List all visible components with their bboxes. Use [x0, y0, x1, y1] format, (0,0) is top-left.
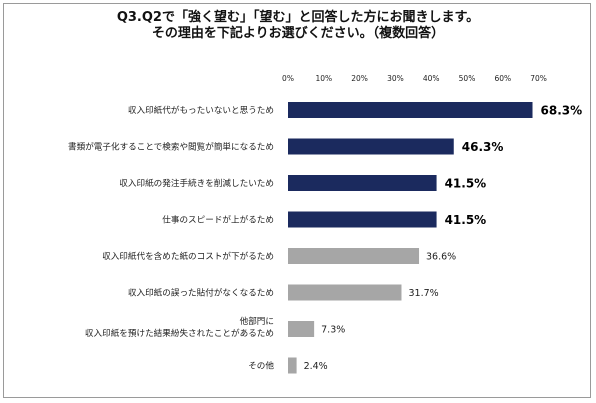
x-tick-label: 50% — [459, 74, 476, 83]
data-label: 46.3% — [462, 140, 504, 154]
data-label: 41.5% — [445, 213, 487, 227]
x-tick-label: 10% — [315, 74, 332, 83]
data-label: 2.4% — [304, 361, 328, 372]
bar — [288, 211, 437, 228]
category-label: その他 — [248, 360, 274, 372]
category-label: 書類が電子化することで検索や閲覧が簡単になるため — [68, 141, 274, 153]
x-tick-label: 30% — [387, 74, 404, 83]
chart-title-line-1: Q3.Q2で「強く望む」「望む」と回答した方にお聞きします。 — [116, 10, 480, 25]
category-label: 収入印紙代を含めた紙のコストが下がるため — [102, 250, 274, 262]
x-tick-label: 40% — [423, 74, 440, 83]
bar — [288, 284, 402, 301]
data-label: 41.5% — [445, 177, 487, 191]
chart-title-line-2: その理由を下記よりお選びください。（複数回答） — [151, 26, 445, 41]
bar — [288, 102, 533, 118]
data-label: 68.3% — [541, 104, 583, 118]
category-label: 他部門に — [240, 315, 274, 327]
x-tick-label: 0% — [282, 74, 294, 83]
x-tick-label: 60% — [494, 74, 511, 83]
category-label: 収入印紙の発注手続きを削減したいため — [119, 177, 274, 189]
chart-title: Q3.Q2で「強く望む」「望む」と回答した方にお聞きします。 その理由を下記より… — [0, 10, 596, 42]
bar — [288, 357, 297, 374]
data-label: 31.7% — [408, 288, 438, 299]
bar — [288, 321, 315, 337]
category-label: 仕事のスピードが上がるため — [162, 214, 274, 226]
data-label: 36.6% — [426, 252, 456, 263]
bar — [288, 175, 437, 191]
x-tick-label: 70% — [530, 74, 547, 83]
bar — [288, 138, 454, 155]
category-label: 収入印紙を預けた結果紛失されたことがあるため — [85, 327, 274, 339]
category-label: 収入印紙の誤った貼付がなくなるため — [128, 287, 274, 299]
data-label: 7.3% — [321, 325, 345, 336]
bar — [288, 248, 420, 264]
category-label: 収入印紙代がもったいないと思うため — [128, 104, 274, 116]
x-tick-label: 20% — [351, 74, 368, 83]
